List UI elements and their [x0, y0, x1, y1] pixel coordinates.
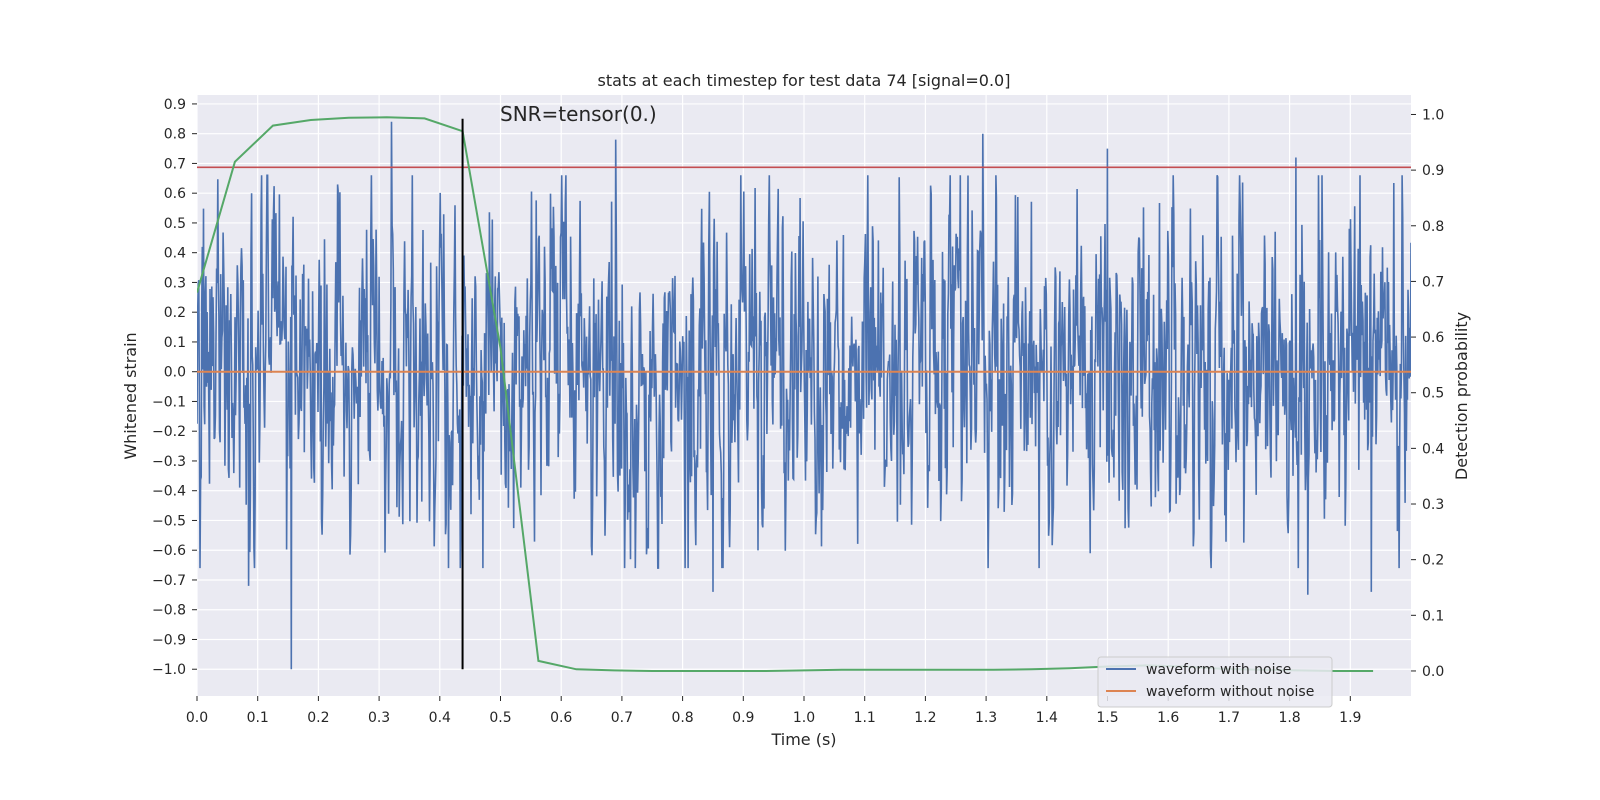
grid	[196, 95, 1411, 696]
legend-label-noise: waveform with noise	[1146, 662, 1291, 678]
y-tick-label: 0.3	[164, 275, 186, 291]
y-tick-label: 0.5	[164, 216, 186, 232]
x-tick-label: 1.0	[793, 710, 815, 726]
x-tick-label: 0.9	[732, 710, 754, 726]
y-tick-label: −1.0	[152, 662, 186, 678]
legend: waveform with noise waveform without noi…	[1097, 656, 1333, 708]
x-axis: 0.0 0.1 0.2 0.3 0.4 0.5 0.6 0.7 0.8 0.9 1.0 1.1 1.2 1…	[186, 696, 1361, 726]
x-tick-label: 0.4	[429, 710, 451, 726]
x-tick-label: 1.6	[1157, 710, 1179, 726]
x-tick-label: 0.1	[247, 710, 269, 726]
y-axis-label-left: Whitened strain	[121, 332, 140, 459]
y-right-tick-label: 1.0	[1422, 107, 1444, 123]
y-tick-label: −0.6	[152, 543, 186, 559]
y-right-tick-label: 0.7	[1422, 274, 1444, 290]
x-tick-label: 1.7	[1218, 710, 1240, 726]
x-tick-label: 1.2	[914, 710, 936, 726]
y-tick-label: 0.1	[164, 335, 186, 351]
y-axis-label-right: Detection probability	[1452, 312, 1471, 480]
y-right-tick-label: 0.2	[1422, 553, 1444, 569]
y-tick-label: −0.8	[152, 603, 186, 619]
legend-label-clean: waveform without noise	[1146, 684, 1314, 700]
x-tick-label: 0.8	[671, 710, 693, 726]
x-tick-label: 1.3	[975, 710, 997, 726]
x-tick-label: 0.3	[368, 710, 390, 726]
y-axis-left: 0.9 0.8 0.7 0.6 0.5 0.4 0.3 0.2 0.1 0.0 −0.1 −0.2 −0…	[152, 97, 197, 678]
x-tick-label: 1.8	[1278, 710, 1300, 726]
legend-box	[1097, 656, 1333, 708]
y-right-tick-label: 0.9	[1422, 163, 1444, 179]
y-tick-label: 0.8	[164, 127, 186, 143]
x-tick-label: 0.5	[489, 710, 511, 726]
y-tick-label: −0.4	[152, 484, 186, 500]
y-tick-label: 0.6	[164, 186, 186, 202]
y-tick-label: 0.4	[164, 246, 186, 262]
y-tick-label: 0.0	[164, 365, 186, 381]
y-right-tick-label: 0.1	[1422, 608, 1444, 624]
y-tick-label: −0.1	[152, 394, 186, 410]
x-tick-label: 1.1	[854, 710, 876, 726]
y-tick-label: −0.5	[152, 513, 186, 529]
chart-title: stats at each timestep for test data 74 …	[598, 71, 1011, 90]
y-tick-label: −0.2	[152, 424, 186, 440]
y-right-tick-label: 0.4	[1422, 441, 1444, 457]
y-tick-label: 0.2	[164, 305, 186, 321]
series-waveform-with-noise	[197, 121, 1411, 670]
y-right-tick-label: 0.8	[1422, 219, 1444, 235]
y-tick-label: −0.9	[152, 632, 186, 648]
x-tick-label: 1.9	[1339, 710, 1361, 726]
y-axis-right: 1.0 0.9 0.8 0.7 0.6 0.5 0.4 0.3 0.2 0.1 0.0	[1411, 107, 1444, 680]
x-tick-label: 0.2	[307, 710, 329, 726]
x-axis-label: Time (s)	[770, 730, 836, 749]
x-tick-label: 1.5	[1096, 710, 1118, 726]
x-tick-label: 0.0	[186, 710, 208, 726]
y-right-tick-label: 0.0	[1422, 664, 1444, 680]
x-tick-label: 0.6	[550, 710, 572, 726]
y-right-tick-label: 0.6	[1422, 330, 1444, 346]
y-tick-label: −0.7	[152, 573, 186, 589]
x-tick-label: 0.7	[611, 710, 633, 726]
y-right-tick-label: 0.3	[1422, 497, 1444, 513]
y-tick-label: −0.3	[152, 454, 186, 470]
y-tick-label: 0.9	[164, 97, 186, 113]
y-tick-label: 0.7	[164, 156, 186, 172]
x-tick-label: 1.4	[1036, 710, 1058, 726]
snr-annotation: SNR=tensor(0.)	[500, 102, 657, 126]
y-right-tick-label: 0.5	[1422, 386, 1444, 402]
